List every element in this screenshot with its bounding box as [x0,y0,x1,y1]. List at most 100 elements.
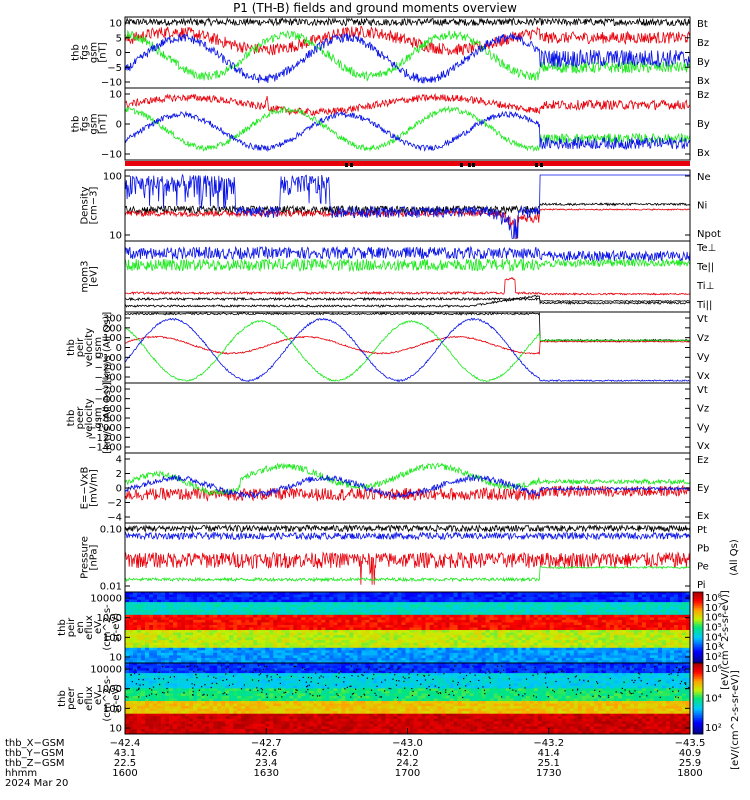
spectrogram-cell [509,670,514,674]
spectrogram-cell [497,612,502,616]
ti-perp-line [124,276,691,296]
spectrogram-cell [241,660,246,664]
spectrogram-cell [441,627,446,631]
spectrogram-cell [673,655,679,659]
spectrogram-cell [277,637,282,641]
spectrogram-cell [577,647,583,651]
spectrogram-cell [541,675,547,679]
spectrogram-cell [185,622,190,626]
spectrogram-cell [237,640,242,644]
spectrogram-cell [317,602,322,605]
spectrogram-cell [145,657,150,661]
spectrogram-cell [349,675,354,679]
spectrogram-cell [377,650,382,654]
spectrogram-cell [585,594,591,598]
spectrogram-cell [413,637,418,641]
spectrogram-cell [157,627,162,631]
spectrogram-cell [265,668,270,671]
spectrogram-cell [341,660,346,664]
spectrogram-cell [533,650,539,654]
spectrogram-cell [677,655,683,659]
spectrogram-cell [305,652,310,656]
spectrogram-cell [633,592,639,595]
spectrogram-cell [433,660,438,664]
spectrogram-cell [549,675,555,679]
spectrogram-cell [525,665,531,669]
spectrogram-cell [257,617,262,621]
spectrogram-cell [481,604,486,608]
spectrogram-cell [589,663,595,666]
spectrogram-cell [533,619,539,623]
spectrogram-cell [229,657,234,661]
spectrogram-cell [185,592,190,595]
spectrogram-cell [537,647,543,651]
spectrogram-cell [213,592,218,595]
spectrogram-cell [613,637,619,641]
spectrogram-cell [273,630,278,633]
spectrogram-cell [185,594,190,598]
spectrogram-cell [681,602,687,605]
spectrogram-cell [413,614,418,618]
spectrogram-cell [609,663,615,666]
spectrogram-cell [573,665,579,669]
spectrogram-cell [465,640,470,644]
spectrogram-cell [421,637,426,641]
spectrogram-cell [405,632,410,636]
spectrogram-cell [657,655,663,659]
spectrogram-cell [681,594,687,598]
spectrogram-cell [421,660,426,664]
spectrogram-cell [217,668,222,671]
spectrogram-cell [225,645,230,649]
spectrogram-cell [321,650,326,654]
spectrogram-cell [637,604,643,608]
spectrogram-cell [245,660,250,664]
spectrogram-cell [293,624,298,628]
spectrogram-cell [181,650,186,654]
spectrogram-cell [161,624,166,628]
spectrogram-cell [269,614,274,618]
spectrogram-cell [317,668,322,671]
spectrogram-cell [657,650,663,654]
spectrogram-cell [517,642,523,646]
spectrogram-cell [637,660,643,664]
spectrogram-cell [649,599,655,603]
spectrogram-cell [373,652,378,656]
spectrogram-cell [249,678,254,682]
spectrogram-cell [485,632,490,636]
spectrogram-cell [165,594,170,598]
spectrogram-cell [289,652,294,656]
spectrogram-cell [489,645,494,649]
spectrogram-cell [457,673,462,676]
spectrogram-cell [329,632,334,636]
spectrogram-cell [429,602,434,605]
spectrogram-cell [401,655,406,659]
spectrogram-cell [569,604,575,608]
spectrogram-cell [333,678,338,682]
spectrogram-cell [445,624,450,628]
spectrogram-cell [205,630,210,633]
spectrogram-cell [333,670,338,674]
spectrogram-cell [389,607,394,611]
spectrogram-cell [617,607,623,611]
spectrogram-cell [437,622,442,626]
spectrogram-cell [229,609,234,613]
spectrogram-cell [165,675,170,679]
spectrogram-cell [681,660,687,664]
spectrogram-cell [137,622,142,626]
spectrogram-cell [529,673,535,676]
spectrogram-cell [245,637,250,641]
spectrogram-cell [565,660,571,664]
spectrogram-cell [209,614,214,618]
spectrogram-cell [489,599,494,603]
spectrogram-cell [425,675,430,679]
spectrogram-cell [473,592,478,595]
spectrogram-cell [229,655,234,659]
spectrogram-cell [601,670,607,674]
spectrogram-cell [397,597,402,600]
spectrogram-cell [189,652,194,656]
spectrogram-cell [285,617,290,621]
spectrogram-cell [353,594,358,598]
spectrogram-cell [185,619,190,623]
spectrogram-cell [569,670,575,674]
spectrogram-cell [345,645,350,649]
